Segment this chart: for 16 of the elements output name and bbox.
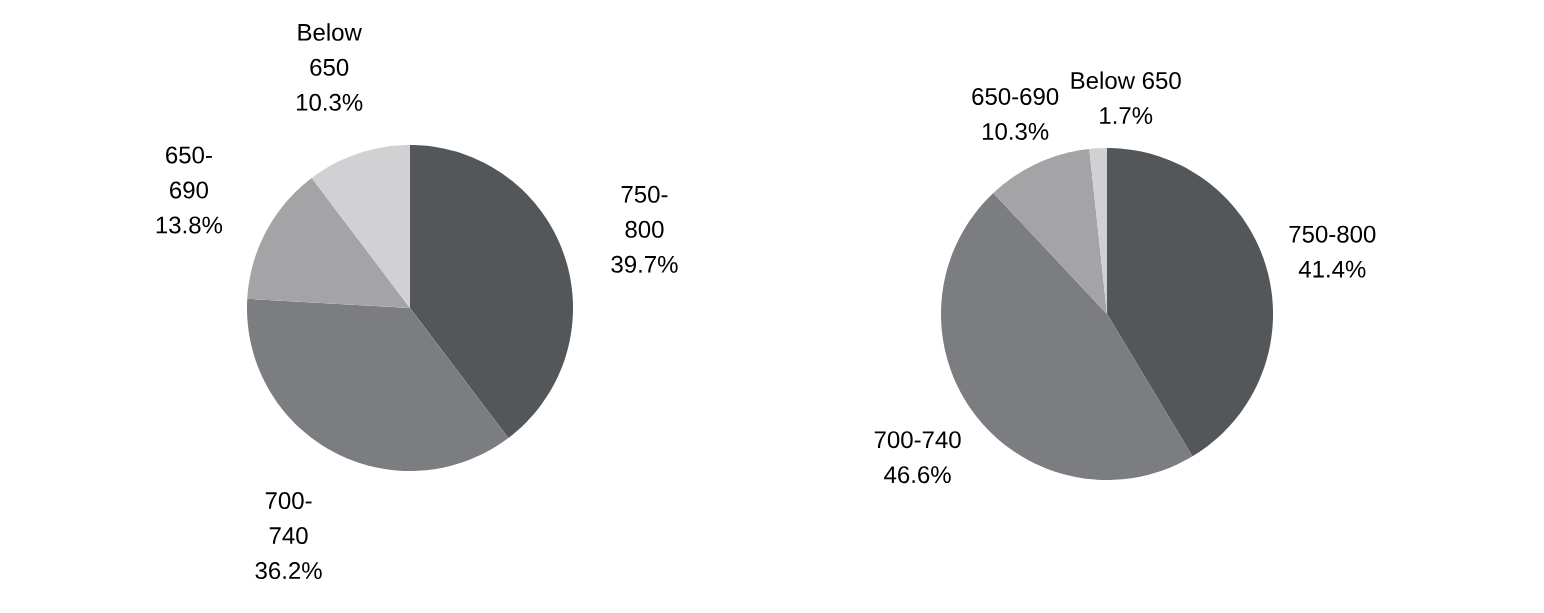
slice-label: 700-740: [265, 492, 312, 545]
slice-label: 700-740: [874, 431, 961, 449]
data-label: 46.6%: [884, 466, 951, 484]
data-label: 41.4%: [1298, 260, 1366, 278]
data-label: 13.8%: [156, 216, 223, 234]
slice-label: 750-800: [621, 185, 668, 238]
slice-label: 750-800: [1289, 225, 1376, 243]
data-label: 36.2%: [255, 562, 322, 580]
slice-label: 650-690: [166, 146, 212, 199]
slice-label: Below 650: [298, 23, 362, 76]
slice-label: Below 650: [1071, 71, 1181, 90]
data-label: 10.3%: [982, 122, 1049, 140]
data-label: 39.7%: [611, 255, 678, 273]
data-label: 1.7%: [1100, 107, 1153, 124]
data-label: 10.3%: [297, 93, 363, 111]
slice-label: 650-690: [972, 87, 1059, 105]
